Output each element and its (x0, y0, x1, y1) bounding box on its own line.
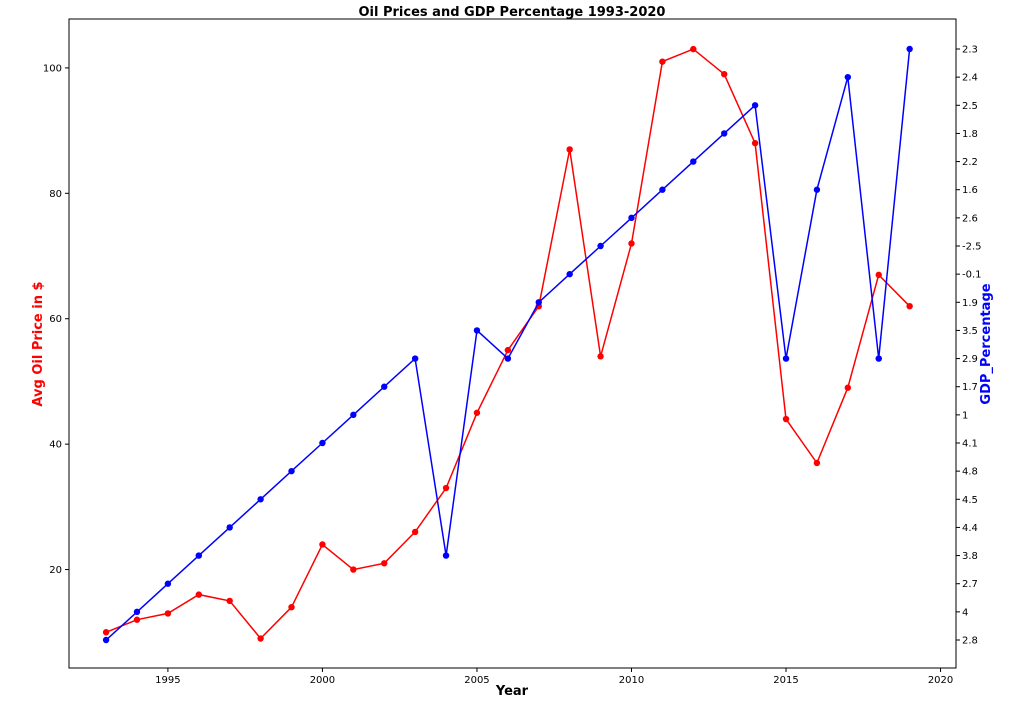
oil-price-point (288, 603, 295, 611)
y-right-tick-label: 2.8 (962, 636, 978, 647)
gdp-percentage-point (690, 158, 697, 165)
y-left-tick-label: 100 (43, 63, 62, 74)
oil-price-point (782, 415, 790, 423)
y-left-tick-label: 40 (49, 440, 62, 451)
gdp-percentage-point (350, 411, 357, 419)
oil-price-point (813, 459, 821, 467)
y-right-tick-label: 2.4 (962, 73, 978, 84)
oil-price-point (721, 70, 728, 78)
gdp-percentage-point (844, 73, 852, 81)
y-left-tick-label: 60 (49, 314, 62, 325)
oil-price-point (319, 541, 326, 548)
oil-price-point (350, 566, 357, 573)
oil-price-point (906, 302, 913, 310)
gdp-percentage-line (105, 48, 911, 641)
y-right-tick-label: 4.8 (962, 467, 978, 478)
x-axis-title: Year (495, 684, 529, 699)
series-layer (102, 45, 913, 644)
oil-price-point (844, 384, 852, 391)
oil-price-point (411, 528, 419, 536)
gdp-percentage-point (721, 130, 728, 137)
oil-price-point (195, 591, 203, 598)
gdp-percentage-point (566, 270, 573, 278)
gdp-percentage-point (751, 102, 759, 109)
oil-price-point (257, 635, 264, 642)
gdp-percentage-point (319, 439, 326, 447)
gdp-percentage-point (535, 299, 542, 306)
y-right-tick-label: 1 (962, 410, 968, 421)
oil-price-point (628, 240, 635, 247)
oil-price-point (442, 484, 450, 492)
x-tick-label: 2015 (773, 675, 798, 686)
gdp-percentage-point (102, 636, 110, 644)
gdp-percentage-point (381, 383, 388, 390)
x-tick-label: 2010 (619, 675, 644, 686)
chart-title: Oil Prices and GDP Percentage 1993-2020 (359, 5, 666, 20)
gdp-percentage-point (288, 467, 295, 475)
oil-price-point (226, 597, 233, 605)
oil-price-point (875, 271, 882, 279)
gdp-percentage-point (906, 45, 913, 53)
x-tick-label: 1995 (155, 675, 180, 686)
gdp-percentage-point (473, 327, 481, 334)
x-axis: 1995 2000 2005 2010 2015 2020 (155, 668, 953, 686)
y-right-tick-label: 4.5 (962, 495, 978, 506)
gdp-percentage-point (164, 580, 172, 587)
y-right-tick-label: 1.7 (962, 382, 978, 393)
gdp-percentage-point (257, 496, 264, 503)
x-tick-label: 2000 (310, 675, 335, 686)
y-right-tick-label: 1.9 (962, 298, 978, 309)
oil-price-point (381, 560, 388, 567)
oil-price-point (473, 409, 481, 416)
y-right-tick-label: 2.3 (962, 45, 978, 56)
gdp-percentage-point (659, 186, 666, 193)
gdp-percentage-point (195, 552, 203, 559)
y-axis-right: 2.8 4 2.7 3.8 4.4 4.5 4.8 4.1 1 1.7 2.9 3.5 1.9 -0.1 -… (956, 45, 982, 647)
gdp-percentage-point (442, 552, 450, 559)
y-right-tick-label: 1.6 (962, 185, 978, 196)
oil-price-point (751, 139, 759, 147)
oil-price-point (659, 58, 666, 65)
gdp-percentage-point (782, 355, 790, 362)
gdp-percentage-point (411, 355, 419, 362)
y-axis-left: 20 40 60 80 100 (43, 63, 69, 576)
oil-price-point (133, 616, 141, 623)
y-right-tick-label: 2.9 (962, 354, 978, 365)
y-right-tick-label: 3.5 (962, 326, 978, 337)
y-right-tick-label: 4.4 (962, 523, 978, 534)
gdp-percentage-point (504, 355, 512, 362)
y-axis-right-title: GDP_Percentage (979, 283, 994, 404)
x-tick-label: 2020 (928, 675, 953, 686)
plot-frame (68, 18, 957, 669)
gdp-percentage-point (628, 214, 635, 222)
y-right-tick-label: 4 (962, 607, 968, 618)
y-right-tick-label: -0.1 (962, 270, 982, 281)
oil-price-point (164, 610, 172, 617)
y-right-tick-label: 2.6 (962, 213, 978, 224)
y-right-tick-label: 3.8 (962, 551, 978, 562)
oil-price-point (102, 629, 110, 636)
y-left-tick-label: 20 (49, 565, 62, 576)
oil-price-point (690, 45, 697, 53)
y-right-tick-label: -2.5 (962, 242, 982, 253)
oil-price-point (566, 146, 573, 153)
y-left-tick-label: 80 (49, 189, 62, 200)
y-right-tick-label: 4.1 (962, 439, 978, 450)
gdp-percentage-point (226, 524, 233, 531)
gdp-percentage-point (597, 242, 604, 250)
y-right-tick-label: 2.7 (962, 579, 978, 590)
gdp-percentage-point (133, 608, 141, 616)
y-right-tick-label: 2.5 (962, 101, 978, 112)
y-axis-left-title: Avg Oil Price in $ (31, 281, 46, 406)
x-tick-label: 2005 (464, 675, 489, 686)
oil-price-point (597, 353, 604, 360)
gdp-percentage-point (813, 186, 821, 193)
gdp-percentage-point (875, 355, 882, 362)
oil-price-point (504, 346, 512, 354)
y-right-tick-label: 2.2 (962, 157, 978, 168)
y-right-tick-label: 1.8 (962, 129, 978, 140)
